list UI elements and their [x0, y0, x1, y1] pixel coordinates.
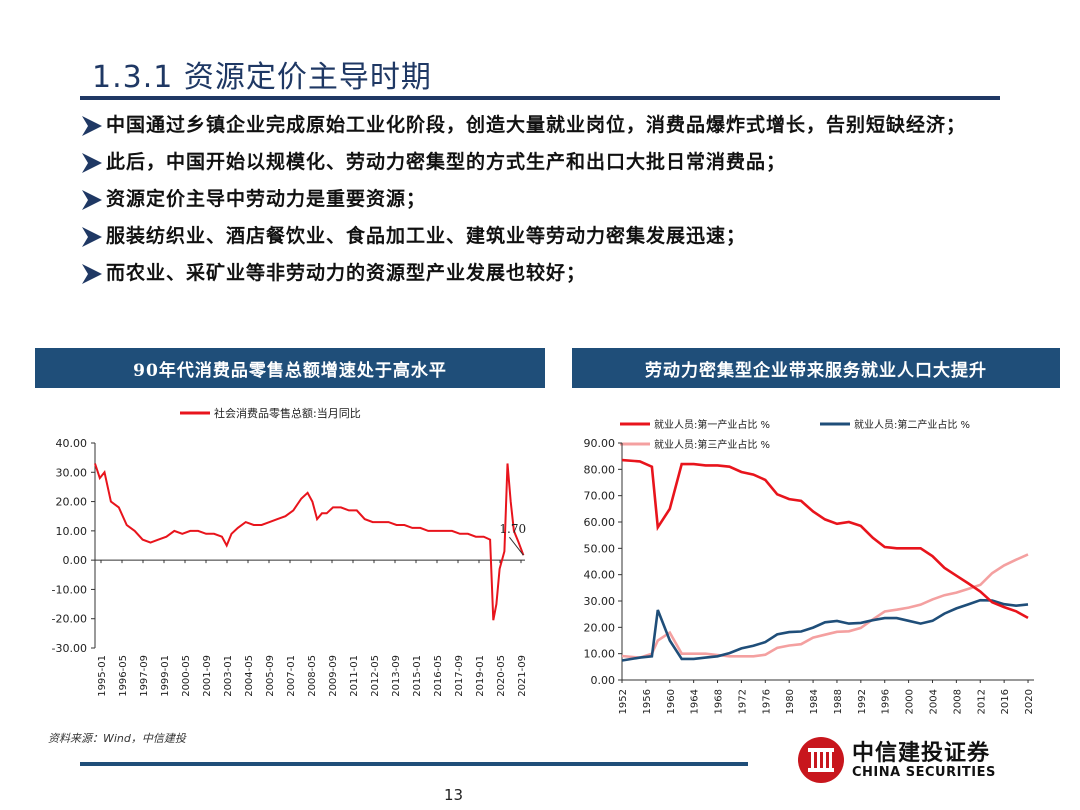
x-tick-label: 2001-09 — [202, 655, 213, 697]
page-number: 13 — [444, 786, 464, 804]
y-tick-label: 70.00 — [584, 490, 616, 503]
annotation-leader — [509, 536, 524, 556]
x-tick-label: 2011-01 — [349, 655, 360, 697]
legend-label: 就业人员:第三产业占比 % — [654, 438, 770, 451]
x-tick-label: 2016 — [1000, 689, 1011, 714]
bullet-item: 中国通过乡镇企业完成原始工业化阶段，创造大量就业岗位，消费品爆炸式增长，告别短缺… — [80, 112, 1040, 139]
x-tick-label: 2020 — [1024, 689, 1035, 714]
x-tick-label: 1980 — [785, 689, 796, 714]
bullet-item: 而农业、采矿业等非劳动力的资源型产业发展也较好； — [80, 260, 1040, 287]
x-tick-label: 2012 — [976, 689, 987, 714]
x-tick-label: 1984 — [809, 689, 820, 714]
arrow-bullet-icon — [82, 227, 102, 247]
bullet-text: 此后，中国开始以规模化、劳动力密集型的方式生产和出口大批日常消费品； — [106, 151, 787, 173]
arrow-bullet-icon — [82, 153, 102, 173]
bullet-text: 中国通过乡镇企业完成原始工业化阶段，创造大量就业岗位，消费品爆炸式增长，告别短缺… — [106, 114, 967, 136]
bullet-item: 服装纺织业、酒店餐饮业、食品加工业、建筑业等劳动力密集发展迅速； — [80, 223, 1040, 250]
arrow-bullet-icon — [82, 190, 102, 210]
x-tick-label: 1997-09 — [139, 655, 150, 697]
x-tick-label: 2016-05 — [433, 655, 444, 697]
x-tick-label: 2008-05 — [307, 655, 318, 697]
x-tick-label: 2008 — [952, 689, 963, 714]
x-tick-label: 1964 — [690, 689, 701, 714]
x-tick-label: 2004-05 — [244, 655, 255, 697]
x-tick-label: 2007-01 — [286, 655, 297, 697]
left-chart-header: 90年代消费品零售总额增速处于高水平 — [35, 348, 545, 388]
y-tick-label: 90.00 — [584, 437, 616, 450]
retail-sales-growth-chart: 社会消费品零售总额:当月同比 40.00 30.00 20.00 10.00 0.00 -1… — [52, 406, 528, 697]
y-tick-label: -30.00 — [52, 642, 87, 655]
x-tick-label: 2003-01 — [223, 655, 234, 697]
x-tick-label: 1995-01 — [97, 655, 108, 697]
x-tick-label: 1960 — [666, 689, 677, 714]
x-tick-label: 2000-05 — [181, 655, 192, 697]
x-tick-label: 1956 — [642, 689, 653, 714]
legend-label: 就业人员:第二产业占比 % — [854, 418, 970, 431]
brand-name-cn: 中信建投证券 — [852, 740, 991, 766]
y-tick-label: 50.00 — [584, 542, 616, 555]
x-tick-label: 1976 — [761, 689, 772, 714]
bullet-list: 中国通过乡镇企业完成原始工业化阶段，创造大量就业岗位，消费品爆炸式增长，告别短缺… — [80, 112, 1040, 297]
arrow-bullet-icon — [82, 116, 102, 136]
bullet-text: 服装纺织业、酒店餐饮业、食品加工业、建筑业等劳动力密集发展迅速； — [106, 225, 747, 247]
legend-label: 就业人员:第一产业占比 % — [654, 418, 770, 431]
x-tick-label: 2019-01 — [475, 655, 486, 697]
x-tick-label: 1996 — [881, 689, 892, 714]
x-tick-label: 2000 — [905, 689, 916, 714]
x-tick-label: 1952 — [618, 689, 629, 714]
china-securities-logo-icon — [798, 737, 844, 783]
title-rule — [80, 96, 1000, 100]
y-tick-label: 0.00 — [591, 674, 616, 687]
y-tick-label: 20.00 — [584, 621, 616, 634]
y-tick-label: 30.00 — [56, 466, 88, 479]
source-note: 资料来源：Wind，中信建投 — [48, 732, 186, 745]
y-tick-label: 10.00 — [584, 648, 616, 661]
x-tick-label: 1996-05 — [118, 655, 129, 697]
x-tick-label: 1992 — [857, 689, 868, 714]
x-tick-label: 2009-09 — [328, 655, 339, 697]
x-tick-label: 2020-05 — [496, 655, 507, 697]
bullet-text: 资源定价主导中劳动力是重要资源； — [106, 188, 427, 210]
x-tick-label: 2005-09 — [265, 655, 276, 697]
y-tick-label: -20.00 — [52, 613, 87, 626]
x-tick-label: 2017-09 — [454, 655, 465, 697]
y-tick-label: 40.00 — [56, 437, 88, 450]
series-line — [621, 458, 1029, 620]
brand-name-en: CHINA SECURITIES — [852, 765, 996, 780]
legend-label: 社会消费品零售总额:当月同比 — [214, 406, 361, 420]
bottom-rule — [80, 762, 748, 766]
data-label: 1.70 — [499, 522, 526, 536]
bullet-text: 而农业、采矿业等非劳动力的资源型产业发展也较好； — [106, 262, 587, 284]
arrow-bullet-icon — [82, 264, 102, 284]
x-tick-label: 1988 — [833, 689, 844, 714]
y-tick-label: -10.00 — [52, 583, 87, 596]
bullet-item: 资源定价主导中劳动力是重要资源； — [80, 186, 1040, 213]
y-tick-label: 60.00 — [584, 516, 616, 529]
x-tick-label: 2012-05 — [370, 655, 381, 697]
series-line — [621, 553, 1029, 659]
y-tick-label: 20.00 — [56, 496, 88, 509]
right-chart-header: 劳动力密集型企业带来服务就业人口大提升 — [572, 348, 1060, 388]
x-tick-label: 1968 — [714, 689, 725, 714]
series-line — [621, 598, 1029, 662]
employment-share-chart: 就业人员:第一产业占比 % 就业人员:第二产业占比 % 就业人员:第三产业占比 % 9… — [584, 418, 1036, 714]
y-tick-label: 80.00 — [584, 463, 616, 476]
y-tick-label: 10.00 — [56, 525, 88, 538]
brand-logo: 中信建投证券 CHINA SECURITIES — [792, 735, 1032, 785]
series-line — [94, 463, 525, 621]
slide-title: 1.3.1 资源定价主导时期 — [92, 60, 432, 95]
x-tick-label: 2021-09 — [517, 655, 528, 697]
y-tick-label: 40.00 — [584, 569, 616, 582]
bullet-item: 此后，中国开始以规模化、劳动力密集型的方式生产和出口大批日常消费品； — [80, 149, 1040, 176]
x-tick-label: 2004 — [928, 689, 939, 714]
x-tick-label: 1999-01 — [160, 655, 171, 697]
x-tick-label: 2013-09 — [391, 655, 402, 697]
x-tick-label: 2015-01 — [412, 655, 423, 697]
x-tick-label: 1972 — [737, 689, 748, 714]
y-tick-label: 30.00 — [584, 595, 616, 608]
y-tick-label: 0.00 — [63, 554, 88, 567]
